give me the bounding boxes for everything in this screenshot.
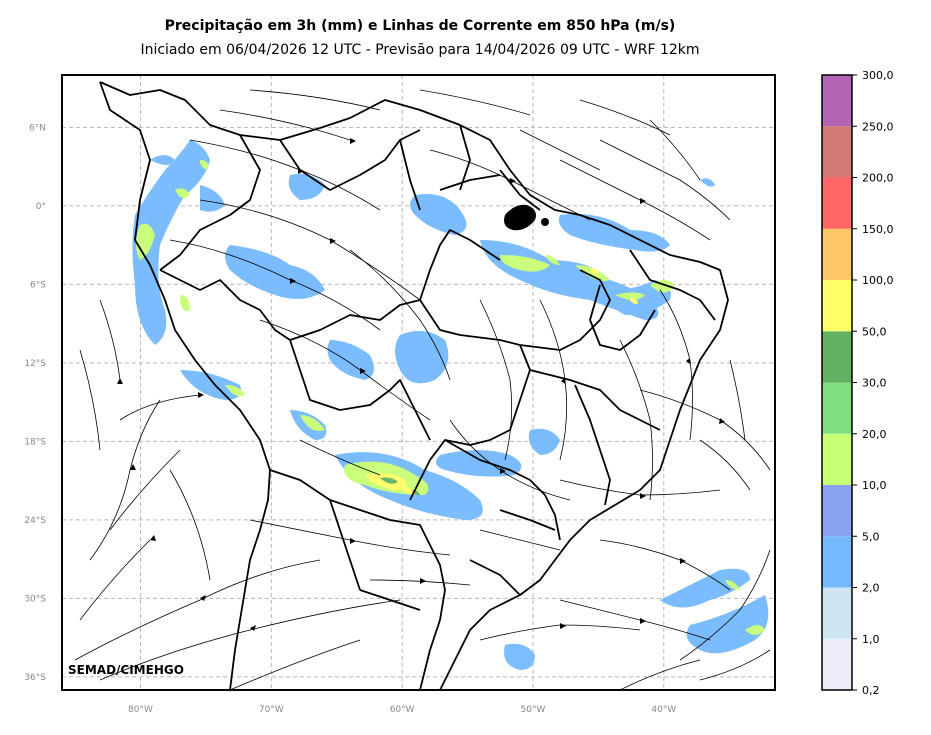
colorbar-segment [822, 587, 852, 639]
colorbar-segment [822, 228, 852, 280]
colorbar-level-label: 200,0 [862, 172, 894, 185]
colorbar-segment [822, 177, 852, 229]
colorbar-level-label: 0,2 [862, 684, 880, 697]
longitude-tick-label: 60°W [390, 705, 415, 715]
longitude-tick-label: 70°W [259, 705, 284, 715]
colorbar-segment [822, 382, 852, 434]
colorbar-level-label: 250,0 [862, 120, 894, 133]
latitude-tick-label: 6°S [30, 280, 46, 290]
precipitation-field [132, 140, 769, 670]
colorbar-level-label: 2,0 [862, 582, 880, 595]
latitude-tick-label: 6°N [29, 123, 46, 133]
latitude-tick-label: 0° [36, 202, 46, 212]
colorbar-level-label: 100,0 [862, 274, 894, 287]
colorbar-segment [822, 75, 852, 127]
colorbar-segment [822, 126, 852, 178]
colorbar-level-label: 5,0 [862, 530, 880, 543]
colorbar-level-label: 10,0 [862, 479, 887, 492]
longitude-tick-label: 50°W [521, 705, 546, 715]
colorbar-segment [822, 638, 852, 690]
streamline-arrows [117, 138, 725, 631]
colorbar-segment [822, 280, 852, 332]
latitude-tick-label: 18°S [24, 437, 46, 447]
colorbar-segment [822, 433, 852, 485]
latitude-tick-label: 36°S [24, 673, 46, 683]
latitude-labels: 6°N 0° 6°S 12°S 18°S 24°S 30°S 36°S [24, 123, 46, 683]
longitude-tick-label: 80°W [128, 705, 153, 715]
colorbar-labels: 0,2 1,0 2,0 5,0 10,0 20,0 30,0 50,0 100,0 150,0 20… [852, 69, 894, 697]
colorbar-level-label: 150,0 [862, 223, 894, 236]
colorbar-segment [822, 331, 852, 383]
map-gridlines [62, 75, 775, 690]
colorbar-level-label: 1,0 [862, 633, 880, 646]
colorbar-level-label: 20,0 [862, 428, 887, 441]
streamlines [74, 89, 771, 690]
island-marajo [504, 204, 549, 231]
colorbar-level-label: 50,0 [862, 325, 887, 338]
latitude-tick-label: 30°S [24, 594, 46, 604]
colorbar-level-label: 30,0 [862, 377, 887, 390]
colorbar-segment [822, 536, 852, 588]
colorbar-segment [822, 485, 852, 537]
map-title: Precipitação em 3h (mm) e Linhas de Corr… [164, 18, 676, 34]
longitude-tick-label: 40°W [651, 705, 676, 715]
latitude-tick-label: 24°S [24, 516, 46, 526]
map-frame [61, 74, 776, 691]
credit-label: SEMAD/CIMEHGO [68, 663, 184, 677]
latitude-tick-label: 12°S [24, 359, 46, 369]
country-borders [99, 81, 729, 690]
colorbar-level-label: 300,0 [862, 69, 894, 82]
map-subtitle: Iniciado em 06/04/2026 12 UTC - Previsão… [140, 42, 700, 58]
colorbar [821, 74, 853, 691]
longitude-labels: 80°W 70°W 60°W 50°W 40°W [128, 705, 676, 715]
